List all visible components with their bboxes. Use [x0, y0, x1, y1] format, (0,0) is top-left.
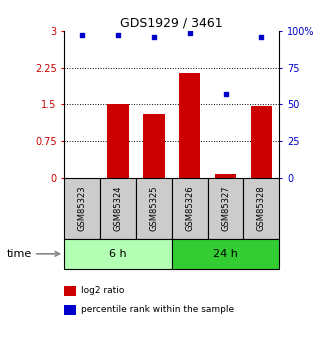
- Bar: [208, 178, 243, 239]
- Text: GSM85326: GSM85326: [185, 185, 194, 231]
- Point: [151, 34, 156, 40]
- Point: [259, 34, 264, 40]
- Text: percentile rank within the sample: percentile rank within the sample: [81, 305, 234, 314]
- Text: GSM85323: GSM85323: [78, 185, 87, 231]
- Bar: [107, 104, 129, 178]
- Text: GSM85327: GSM85327: [221, 185, 230, 231]
- Point: [116, 33, 121, 38]
- Bar: [143, 114, 165, 178]
- Text: GSM85324: GSM85324: [113, 185, 123, 231]
- Text: GSM85328: GSM85328: [257, 185, 266, 231]
- Text: log2 ratio: log2 ratio: [81, 286, 124, 295]
- Text: time: time: [6, 249, 32, 259]
- Bar: [136, 178, 172, 239]
- Point: [223, 91, 228, 97]
- Bar: [251, 106, 272, 178]
- Text: GSM85325: GSM85325: [149, 185, 158, 231]
- Bar: [64, 239, 172, 269]
- Title: GDS1929 / 3461: GDS1929 / 3461: [120, 17, 223, 30]
- Bar: [64, 178, 100, 239]
- Bar: [179, 72, 200, 178]
- Bar: [243, 178, 279, 239]
- Text: 6 h: 6 h: [109, 249, 127, 259]
- Text: 24 h: 24 h: [213, 249, 238, 259]
- Bar: [172, 178, 208, 239]
- Bar: [172, 239, 279, 269]
- Bar: [215, 174, 236, 178]
- Bar: [100, 178, 136, 239]
- Point: [187, 30, 192, 35]
- Point: [80, 33, 85, 38]
